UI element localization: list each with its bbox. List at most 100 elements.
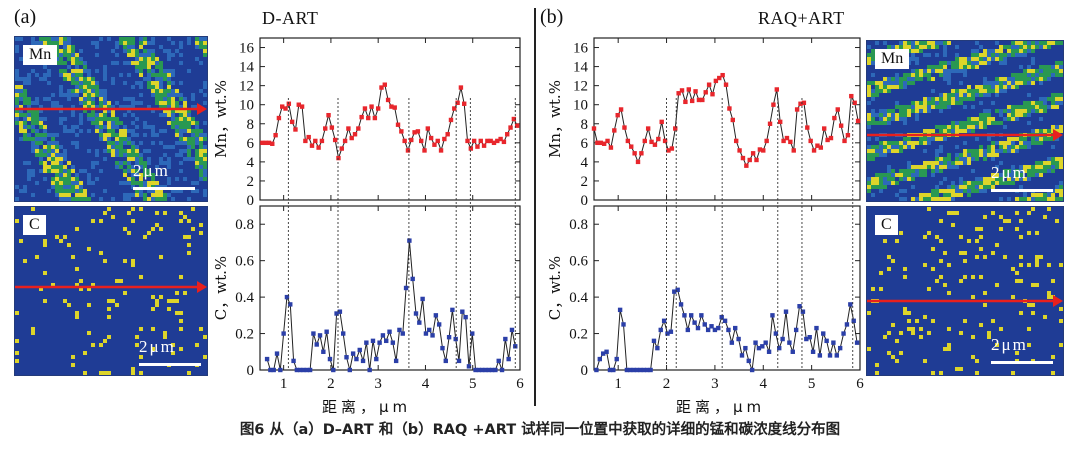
y-tick-label: 12 (573, 79, 588, 95)
data-point (753, 340, 758, 345)
map-a-mn-scale-text: 2μm (133, 161, 170, 180)
data-point (316, 145, 321, 150)
data-point (317, 333, 323, 338)
data-point (491, 140, 497, 146)
plot-frame (593, 37, 861, 201)
data-point (284, 294, 290, 300)
data-point (455, 100, 460, 105)
data-point (700, 97, 705, 103)
data-point (597, 356, 603, 362)
data-point (855, 118, 861, 124)
y-tick-label: 8 (581, 117, 589, 133)
data-point (726, 327, 731, 333)
data-point (760, 344, 765, 349)
data-point (625, 138, 631, 144)
data-point (393, 358, 399, 364)
x-tick-label: 5 (808, 376, 816, 392)
data-point (682, 313, 687, 318)
data-point (851, 318, 856, 323)
data-point (848, 302, 853, 307)
data-point (766, 349, 772, 354)
data-point (841, 331, 846, 336)
data-point (632, 151, 637, 156)
data-point (436, 322, 442, 327)
data-point (598, 140, 603, 146)
data-point (837, 345, 843, 351)
data-point (605, 138, 610, 144)
data-point (656, 136, 661, 142)
y-axis-label: Mn，wt.% (212, 80, 230, 158)
data-point (639, 151, 644, 156)
data-point (313, 138, 318, 144)
map-a-c-scale-bar (139, 363, 201, 366)
data-point (309, 143, 315, 148)
y-tick-label: 4 (247, 155, 255, 171)
data-point (377, 340, 382, 345)
data-point (835, 107, 840, 112)
data-point (326, 112, 331, 118)
panel-a-title: D-ART (262, 8, 319, 28)
data-point (744, 163, 749, 168)
y-tick-label: 0.4 (235, 290, 254, 306)
data-point (395, 122, 401, 127)
data-point (658, 327, 663, 333)
data-point (713, 78, 719, 84)
data-point (612, 128, 617, 133)
data-point (294, 367, 300, 373)
data-point (356, 126, 361, 131)
map-texture (15, 207, 207, 375)
data-point (435, 138, 440, 144)
data-point (476, 367, 482, 373)
data-point (743, 345, 748, 351)
data-point (364, 340, 369, 345)
data-point (334, 311, 339, 316)
data-point (303, 138, 308, 144)
data-point (385, 97, 391, 103)
data-point (475, 144, 480, 149)
data-point (409, 137, 414, 143)
data-point (307, 367, 313, 373)
data-point (460, 309, 465, 314)
data-point (618, 107, 624, 112)
data-point (327, 356, 333, 362)
data-point (666, 148, 671, 153)
map-b-mn-label: Mn (875, 49, 910, 69)
data-point (804, 336, 809, 342)
data-point (413, 311, 419, 316)
data-point (301, 367, 306, 373)
data-point (695, 325, 701, 331)
data-point (296, 102, 301, 107)
data-point (483, 367, 488, 373)
data-point (683, 99, 688, 105)
data-point (689, 313, 694, 318)
data-point (297, 367, 303, 373)
data-point (624, 367, 630, 373)
data-point (463, 314, 468, 320)
data-point (428, 135, 434, 141)
map-b-mn-scale-text: 2μm (991, 163, 1028, 182)
data-point (329, 125, 335, 130)
data-point (324, 329, 329, 334)
data-point (845, 133, 851, 138)
map-b-mn: Mn 2μm (866, 40, 1064, 202)
data-point (594, 367, 599, 373)
data-point (503, 336, 508, 342)
data-point (323, 126, 328, 131)
y-tick-label: 14 (239, 60, 255, 76)
data-point (511, 116, 517, 122)
y-tick-label: 0 (247, 193, 255, 209)
data-point (621, 322, 626, 327)
data-point (466, 364, 472, 369)
data-point (709, 324, 714, 329)
map-a-c: C 2μm (14, 206, 208, 376)
data-point (783, 309, 789, 314)
data-point (446, 335, 452, 340)
data-point (427, 327, 432, 333)
data-point (445, 132, 450, 137)
data-point (417, 320, 422, 325)
map-a-c-label: C (23, 215, 46, 235)
data-point (696, 97, 702, 103)
map-texture (15, 37, 207, 201)
data-point (392, 105, 397, 110)
data-point (747, 157, 752, 163)
